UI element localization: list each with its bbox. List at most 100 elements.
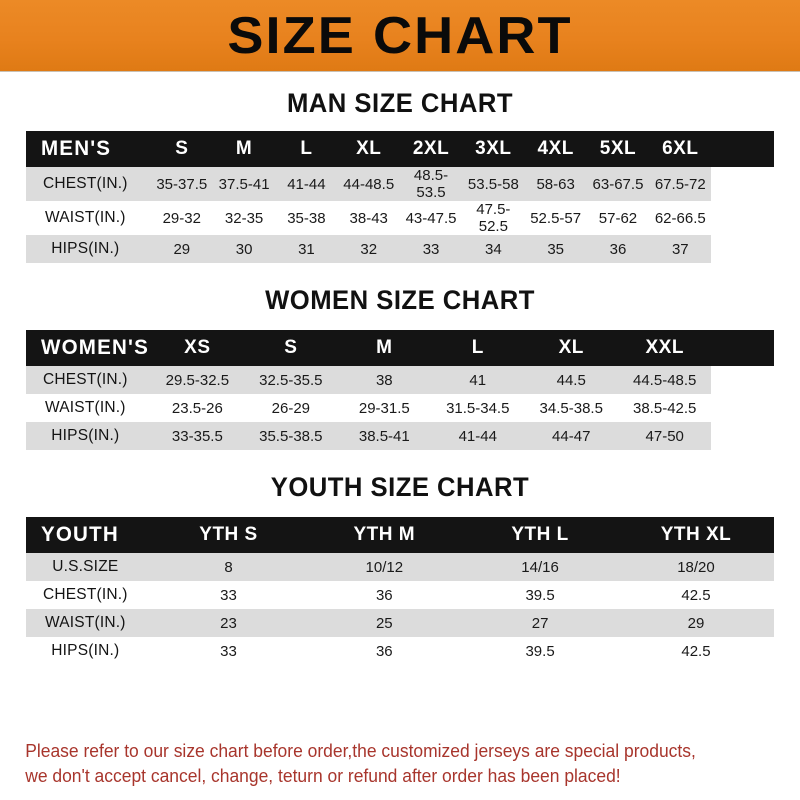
women-size-table: WOMEN'S XS S M L XL XXL CHEST(IN.) 29.5-32.5 32.5… <box>26 330 774 450</box>
men-cell: 44-48.5 <box>343 175 395 193</box>
page-title: SIZE CHART <box>227 6 573 65</box>
men-row-spacer <box>711 235 774 263</box>
table-row: HIPS(IN.) 29 30 31 32 33 34 35 36 37 <box>26 235 774 263</box>
men-column-header: 5XL <box>599 138 637 159</box>
women-column-header: XS <box>184 337 211 358</box>
man-size-chart: MEN'S S M L XL 2XL 3XL 4XL 5XL 6XL CHEST(IN.) 35-37… <box>26 131 774 263</box>
youth-cell: 42.5 <box>681 642 711 660</box>
women-column-header: L <box>471 337 484 358</box>
table-row: CHEST(IN.) 33 36 39.5 42.5 <box>26 581 774 609</box>
table-row: HIPS(IN.) 33 36 39.5 42.5 <box>26 637 774 665</box>
men-row-label: HIPS(IN.) <box>51 240 120 257</box>
men-cell: 35-38 <box>287 209 326 227</box>
table-row: WAIST(IN.) 29-32 32-35 35-38 38-43 43-47.5 47.… <box>26 201 774 235</box>
women-row-label: HIPS(IN.) <box>51 427 120 444</box>
women-header-row: WOMEN'S XS S M L XL XXL <box>26 330 774 366</box>
men-column-header: 3XL <box>475 138 512 159</box>
order-policy-notice: Please refer to our size chart before or… <box>0 739 776 790</box>
youth-corner-label: YOUTH <box>40 523 119 546</box>
women-cell: 47-50 <box>645 427 684 445</box>
youth-section-title: YOUTH SIZE CHART <box>270 472 530 502</box>
men-cell: 53.5-58 <box>467 175 519 193</box>
youth-header-row: YOUTH YTH S YTH M YTH L YTH XL <box>26 517 774 553</box>
table-row: CHEST(IN.) 29.5-32.5 32.5-35.5 38 41 44.5 44.5… <box>26 366 774 394</box>
men-cell: 38-43 <box>349 209 388 227</box>
men-header-row: MEN'S S M L XL 2XL 3XL 4XL 5XL 6XL <box>26 131 774 167</box>
page-header-banner: SIZE CHART <box>0 0 800 72</box>
women-cell: 26-29 <box>271 399 311 417</box>
men-cell: 63-67.5 <box>592 175 644 193</box>
women-cell: 32.5-35.5 <box>259 371 323 389</box>
men-column-header: M <box>235 138 253 159</box>
women-cell: 44.5 <box>556 371 586 389</box>
youth-cell: 36 <box>375 642 393 660</box>
men-corner-label: MEN'S <box>40 137 112 160</box>
youth-cell: 39.5 <box>525 586 555 604</box>
youth-row-label: HIPS(IN.) <box>51 642 120 659</box>
youth-cell: 8 <box>224 558 233 576</box>
women-section-title: WOMEN SIZE CHART <box>265 285 535 315</box>
men-cell: 41-44 <box>287 175 326 193</box>
youth-cell: 29 <box>687 614 705 632</box>
men-cell: 58-63 <box>536 175 575 193</box>
youth-column-header: YTH XL <box>660 524 732 545</box>
men-cell: 32 <box>360 240 378 258</box>
women-row-label: WAIST(IN.) <box>44 399 126 416</box>
men-cell: 35 <box>547 240 564 258</box>
youth-cell: 14/16 <box>521 558 559 576</box>
men-cell: 31 <box>298 240 315 258</box>
youth-row-label: U.S.SIZE <box>52 558 119 575</box>
men-cell: 48.5-53.5 <box>413 167 449 201</box>
men-cell: 32-35 <box>224 209 264 227</box>
youth-cell: 23 <box>220 614 237 632</box>
women-size-chart: WOMEN'S XS S M L XL XXL CHEST(IN.) 29.5-32.5 32.5… <box>26 330 774 450</box>
men-cell: 29 <box>173 240 191 258</box>
men-cell: 37.5-41 <box>218 175 270 193</box>
women-cell: 41 <box>469 371 487 389</box>
men-cell: 29-32 <box>162 209 201 227</box>
women-row-spacer <box>711 394 774 422</box>
men-cell: 47.5-52.5 <box>476 201 511 235</box>
men-column-header: L <box>300 138 313 159</box>
men-row-spacer <box>711 167 774 201</box>
men-cell: 67.5-72 <box>654 175 706 193</box>
youth-cell: 36 <box>375 586 393 604</box>
youth-cell: 18/20 <box>677 558 715 576</box>
men-column-header: XL <box>356 138 382 159</box>
man-size-table: MEN'S S M L XL 2XL 3XL 4XL 5XL 6XL CHEST(IN.) 35-37… <box>26 131 774 263</box>
men-cell: 37 <box>671 240 689 258</box>
men-column-header: S <box>175 138 189 159</box>
youth-cell: 33 <box>220 586 237 604</box>
men-row-label: CHEST(IN.) <box>42 175 128 192</box>
men-cell: 57-62 <box>598 209 638 227</box>
women-cell: 31.5-34.5 <box>446 399 510 417</box>
youth-cell: 42.5 <box>681 586 711 604</box>
women-column-header: S <box>284 337 298 358</box>
men-cell: 30 <box>235 240 253 258</box>
women-corner-label: WOMEN'S <box>40 336 149 359</box>
women-cell: 29-31.5 <box>358 399 410 417</box>
women-cell: 38.5-41 <box>358 427 410 445</box>
women-cell: 34.5-38.5 <box>539 399 603 417</box>
men-column-header: 2XL <box>412 138 450 159</box>
men-column-header: 4XL <box>537 138 574 159</box>
men-cell: 62-66.5 <box>654 209 706 227</box>
women-row-spacer <box>711 366 774 394</box>
man-section-title: MAN SIZE CHART <box>286 88 514 118</box>
table-row: HIPS(IN.) 33-35.5 35.5-38.5 38.5-41 41-44 44-… <box>26 422 774 450</box>
women-header-spacer <box>711 330 774 366</box>
men-cell: 35-37.5 <box>156 175 208 193</box>
women-cell: 33-35.5 <box>171 427 223 445</box>
women-column-header: XXL <box>645 337 684 358</box>
youth-size-table: YOUTH YTH S YTH M YTH L YTH XL U.S.SIZE 8 10/12… <box>26 517 774 665</box>
youth-size-chart: YOUTH YTH S YTH M YTH L YTH XL U.S.SIZE 8 10/12… <box>26 517 774 665</box>
women-cell: 35.5-38.5 <box>259 427 323 445</box>
youth-cell: 27 <box>531 614 549 632</box>
men-column-header: 6XL <box>662 138 699 159</box>
youth-cell: 25 <box>375 614 393 632</box>
men-cell: 36 <box>609 240 627 258</box>
women-cell: 44.5-48.5 <box>633 371 697 389</box>
women-cell: 41-44 <box>458 427 497 445</box>
order-policy-notice-line-2: we don't accept cancel, change, teturn o… <box>25 766 621 787</box>
men-header-spacer <box>711 131 774 167</box>
